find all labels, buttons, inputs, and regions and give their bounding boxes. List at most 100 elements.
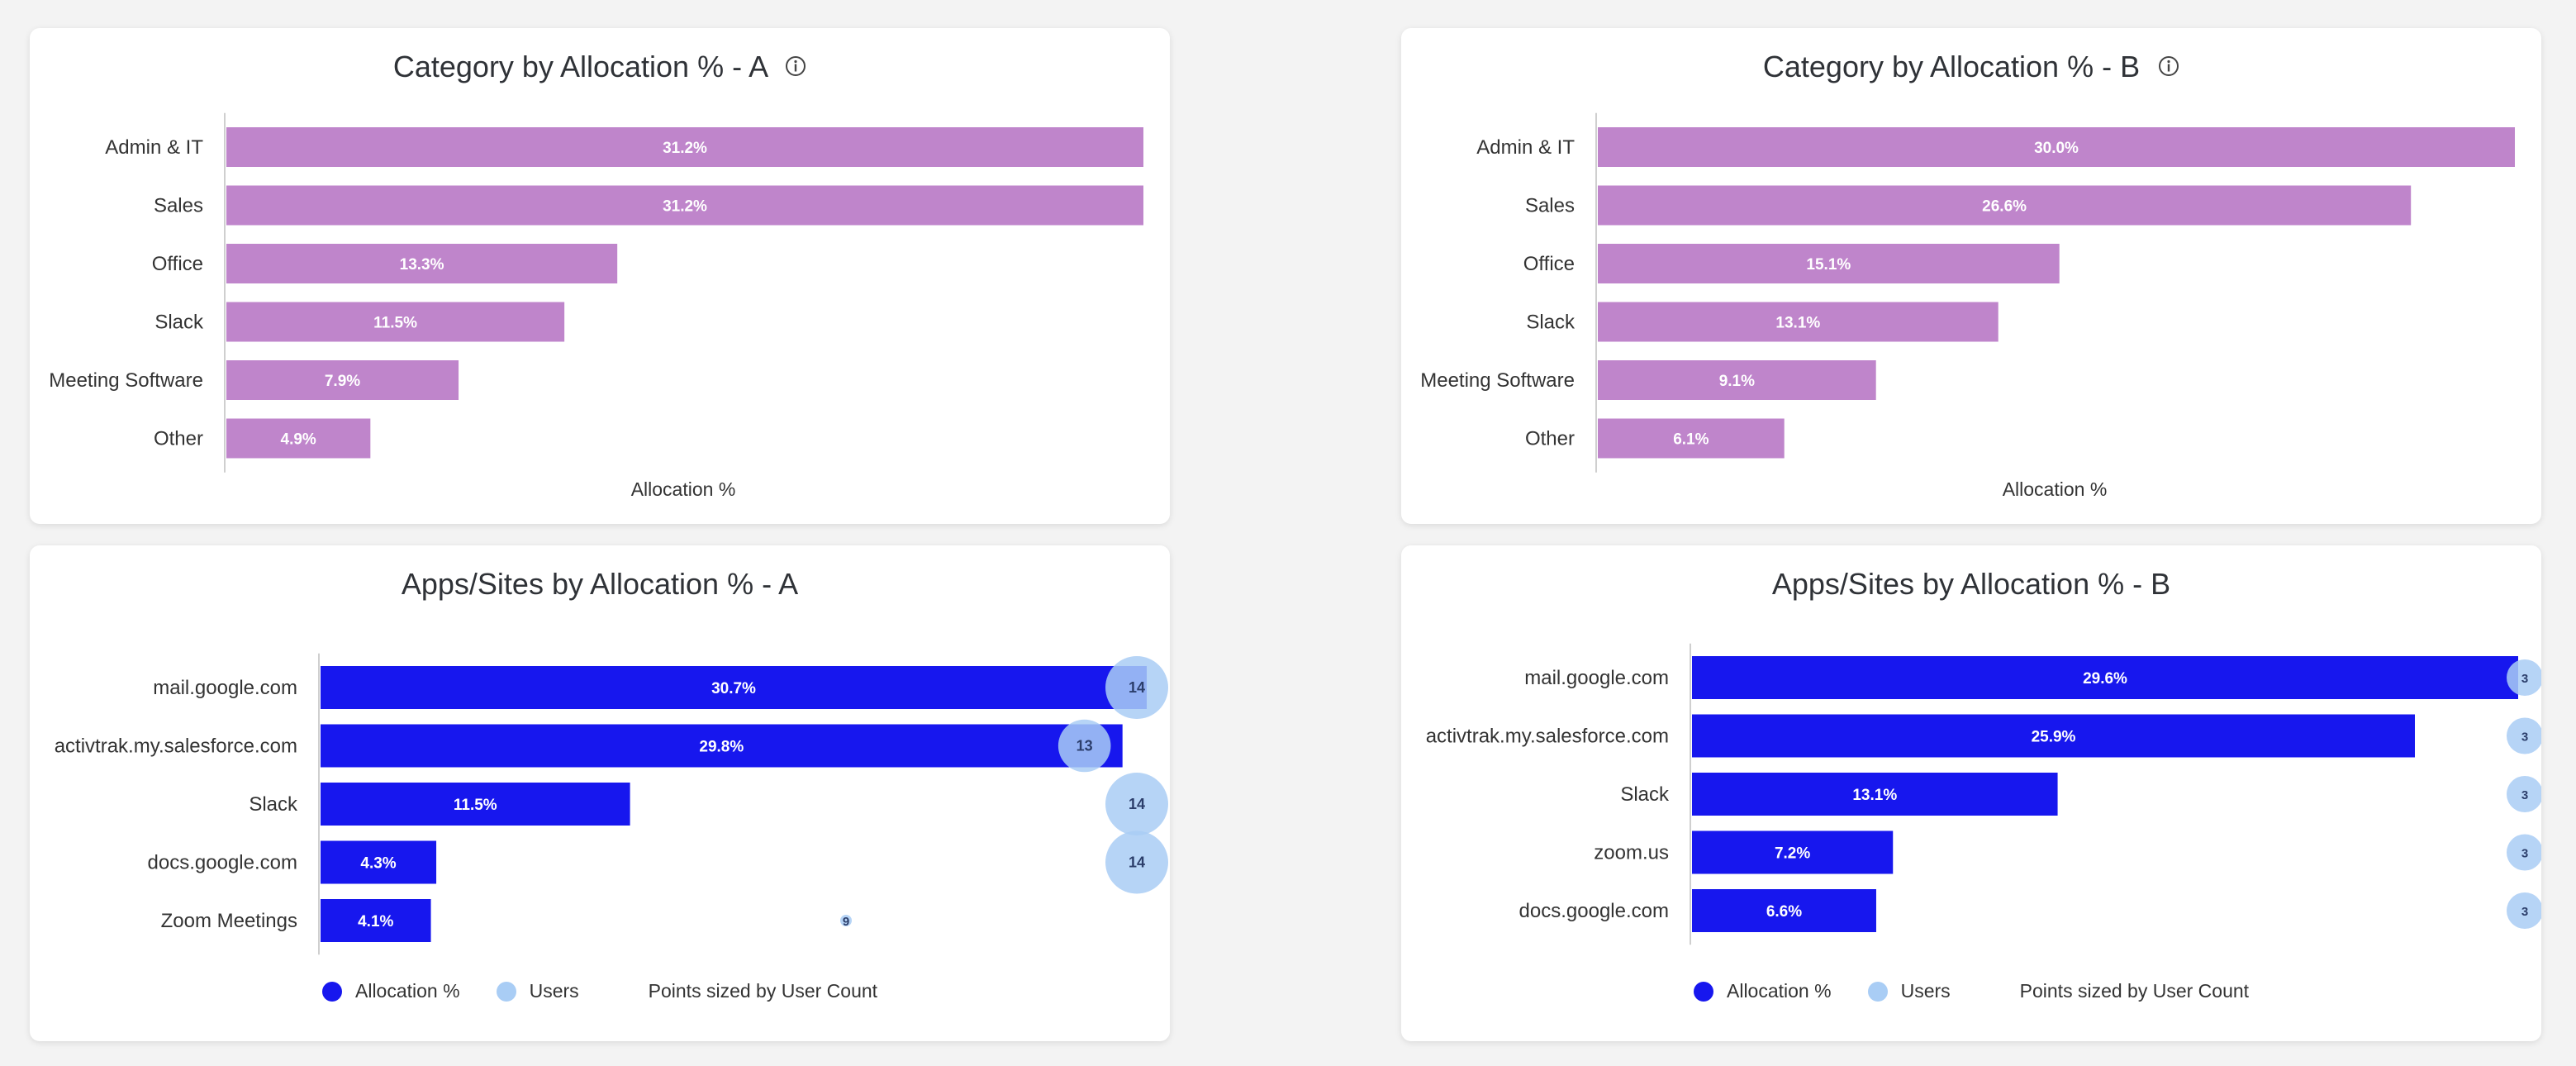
users-point	[2507, 659, 2541, 696]
data-label: 4.3%	[360, 855, 396, 873]
bar	[1598, 244, 2060, 283]
tick-label: activtrak.my.salesforce.com	[1426, 726, 1669, 748]
tick-label: Zoom Meetings	[161, 910, 297, 932]
data-label: 31.2%	[663, 140, 707, 157]
apps-b-title: Apps/Sites by Allocation % - B	[1771, 567, 2171, 601]
tick-label: zoom.us	[1594, 842, 1669, 864]
bar	[1598, 418, 1785, 459]
category-b-chart: Admin & IT 30.0% Sales 26.6% Office 15.1% Slac…	[1420, 112, 2515, 500]
legend-item-allocation[interactable]: Allocation %	[322, 980, 460, 1002]
legend-users-label: Users	[1900, 980, 1951, 1002]
users-label: 3	[2521, 730, 2528, 745]
users-label: 3	[2521, 788, 2528, 802]
data-label: 4.1%	[358, 913, 393, 930]
apps-a-legend: Allocation % Users Points sized by User …	[322, 980, 877, 1002]
bar	[321, 783, 630, 826]
bar	[1598, 185, 2412, 226]
data-label: 13.3%	[400, 256, 444, 274]
data-label: 9.1%	[1719, 373, 1755, 390]
category-a-title-wrap: Category by Allocation % - A	[30, 50, 1170, 84]
tick-label: docs.google.com	[1519, 900, 1669, 922]
data-label: 30.7%	[711, 680, 756, 697]
legend-note: Points sized by User Count	[2019, 980, 2250, 1002]
x-axis-label: Allocation %	[2003, 478, 2108, 500]
data-label: 29.6%	[2083, 670, 2127, 688]
apps-a-card: Apps/Sites by Allocation % - A mail.goog…	[30, 545, 1170, 1041]
bar	[321, 724, 1123, 768]
data-label: 15.1%	[1806, 256, 1851, 274]
info-icon[interactable]	[785, 55, 806, 77]
bar	[226, 185, 1143, 226]
bar	[1692, 830, 1894, 874]
legend-item-allocation[interactable]: Allocation %	[1694, 980, 1832, 1002]
users-label: 3	[2521, 847, 2528, 861]
legend-allocation-label: Allocation %	[1727, 980, 1832, 1002]
users-label: 3	[2521, 672, 2528, 686]
bar	[1692, 714, 2415, 758]
bar	[321, 899, 431, 942]
bar	[1598, 127, 2515, 167]
users-label: 9	[843, 915, 849, 929]
bar	[226, 302, 565, 342]
bar	[226, 127, 1143, 167]
legend-item-users[interactable]: Users	[496, 980, 579, 1002]
data-label: 13.1%	[1852, 787, 1897, 804]
category-a-title: Category by Allocation % - A	[392, 50, 768, 83]
users-label: 14	[1129, 796, 1145, 812]
apps-a-title-wrap: Apps/Sites by Allocation % - A	[30, 567, 1170, 602]
legend-item-users[interactable]: Users	[1867, 980, 1951, 1002]
data-label: 6.1%	[1673, 431, 1709, 449]
x-axis-label: Allocation %	[631, 478, 736, 500]
tick-label: Office	[152, 253, 203, 275]
users-point	[1105, 656, 1168, 719]
data-label: 4.9%	[281, 431, 316, 449]
category-b-card: Category by Allocation % - B Admin & IT 3…	[1401, 28, 2541, 524]
legend-note: Points sized by User Count	[648, 980, 878, 1002]
category-b-title: Category by Allocation % - B	[1762, 50, 2141, 83]
apps-b-legend: Allocation % Users Points sized by User …	[1694, 980, 2249, 1002]
legend-allocation-swatch	[1694, 981, 1713, 1002]
data-label: 6.6%	[1766, 903, 1802, 921]
tick-label: Other	[1525, 428, 1575, 450]
bar	[1692, 889, 1876, 932]
users-point	[1057, 719, 1111, 773]
tick-label: Meeting Software	[1420, 369, 1575, 392]
data-label: 30.0%	[2034, 140, 2079, 157]
users-point	[2507, 834, 2541, 871]
users-label: 13	[1077, 738, 1093, 754]
legend-users-swatch	[1867, 981, 1888, 1002]
bar	[321, 840, 437, 884]
data-label: 7.9%	[325, 373, 360, 390]
category-a-chart: Admin & IT 31.2% Sales 31.2% Office 13.3% Slac…	[49, 112, 1143, 500]
bar	[321, 666, 1147, 709]
legend-users-label: Users	[529, 980, 579, 1002]
tick-label: Meeting Software	[49, 369, 203, 392]
bar	[1692, 773, 2058, 816]
tick-label: Other	[154, 428, 203, 450]
tick-label: Slack	[1526, 312, 1576, 334]
apps-b-title-wrap: Apps/Sites by Allocation % - B	[1401, 567, 2541, 602]
data-label: 31.2%	[663, 198, 707, 216]
users-point	[2507, 717, 2541, 754]
apps-b-card: Apps/Sites by Allocation % - B mail.goog…	[1401, 545, 2541, 1041]
users-point	[840, 915, 852, 926]
tick-label: Admin & IT	[1476, 136, 1575, 159]
apps-a-title: Apps/Sites by Allocation % - A	[401, 567, 799, 601]
tick-label: activtrak.my.salesforce.com	[55, 735, 297, 758]
users-point	[2507, 892, 2541, 929]
apps-b-chart: mail.google.com 29.6% activtrak.my.salesfo…	[1426, 643, 2541, 945]
category-b-title-wrap: Category by Allocation % - B	[1401, 50, 2541, 84]
info-icon[interactable]	[2158, 55, 2179, 77]
data-label: 7.2%	[1775, 845, 1810, 863]
bar	[1598, 302, 1999, 342]
users-point	[1105, 830, 1168, 894]
data-label: 25.9%	[2032, 729, 2076, 746]
users-point	[2507, 776, 2541, 812]
data-label: 11.5%	[373, 315, 417, 332]
users-point	[1105, 773, 1168, 835]
users-label: 3	[2521, 905, 2528, 919]
tick-label: Sales	[154, 195, 203, 217]
apps-a-chart: mail.google.com 30.7% activtrak.my.salesfo…	[55, 653, 1168, 955]
tick-label: mail.google.com	[153, 677, 297, 699]
tick-label: docs.google.com	[148, 852, 297, 874]
